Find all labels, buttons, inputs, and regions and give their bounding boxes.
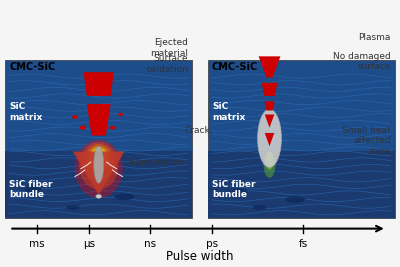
Text: ms: ms xyxy=(29,239,45,249)
Text: No damaged
surface: No damaged surface xyxy=(333,52,391,71)
Text: Delamination: Delamination xyxy=(123,158,184,167)
FancyBboxPatch shape xyxy=(5,151,192,218)
Polygon shape xyxy=(84,72,114,96)
Text: fs: fs xyxy=(299,239,308,249)
Ellipse shape xyxy=(88,146,110,172)
Text: SiC
matrix: SiC matrix xyxy=(212,102,245,121)
Ellipse shape xyxy=(264,151,276,178)
Ellipse shape xyxy=(90,147,107,167)
Text: CMC-SiC: CMC-SiC xyxy=(9,62,56,72)
Polygon shape xyxy=(258,56,280,77)
Text: Small heat
affected
zone: Small heat affected zone xyxy=(342,126,391,156)
FancyBboxPatch shape xyxy=(208,60,395,218)
Polygon shape xyxy=(87,104,111,136)
Ellipse shape xyxy=(96,150,102,158)
Ellipse shape xyxy=(79,142,118,190)
Text: Crack: Crack xyxy=(184,126,210,135)
Ellipse shape xyxy=(266,151,272,165)
FancyBboxPatch shape xyxy=(5,60,192,218)
Text: CMC-SiC: CMC-SiC xyxy=(212,62,258,72)
Ellipse shape xyxy=(114,194,134,200)
Circle shape xyxy=(118,113,123,116)
Ellipse shape xyxy=(268,151,271,159)
Polygon shape xyxy=(73,151,124,194)
Circle shape xyxy=(110,126,115,129)
Ellipse shape xyxy=(96,194,102,198)
Polygon shape xyxy=(265,115,274,128)
Polygon shape xyxy=(264,101,274,111)
Text: μs: μs xyxy=(83,239,95,249)
Circle shape xyxy=(89,121,93,124)
Circle shape xyxy=(72,115,78,119)
Ellipse shape xyxy=(75,140,123,198)
Ellipse shape xyxy=(258,109,282,167)
Polygon shape xyxy=(265,133,274,146)
Ellipse shape xyxy=(265,151,274,170)
Text: SiC fiber
bundle: SiC fiber bundle xyxy=(9,180,53,199)
Ellipse shape xyxy=(232,188,248,195)
Ellipse shape xyxy=(84,144,114,181)
Text: ns: ns xyxy=(144,239,156,249)
Text: Pulse width: Pulse width xyxy=(166,250,234,263)
Ellipse shape xyxy=(25,186,41,192)
Text: SiC
matrix: SiC matrix xyxy=(9,102,42,121)
Text: SiC fiber
bundle: SiC fiber bundle xyxy=(212,180,256,199)
Text: Surface
oxidation: Surface oxidation xyxy=(146,54,188,74)
Circle shape xyxy=(80,125,86,130)
Ellipse shape xyxy=(286,196,305,203)
FancyBboxPatch shape xyxy=(208,151,395,218)
Ellipse shape xyxy=(66,205,80,210)
Text: Plasma: Plasma xyxy=(358,33,391,42)
Ellipse shape xyxy=(93,149,104,162)
Polygon shape xyxy=(262,83,278,96)
Ellipse shape xyxy=(94,146,104,183)
Text: Ejected
material: Ejected material xyxy=(150,38,188,58)
Text: ps: ps xyxy=(206,239,218,249)
Ellipse shape xyxy=(253,205,266,210)
